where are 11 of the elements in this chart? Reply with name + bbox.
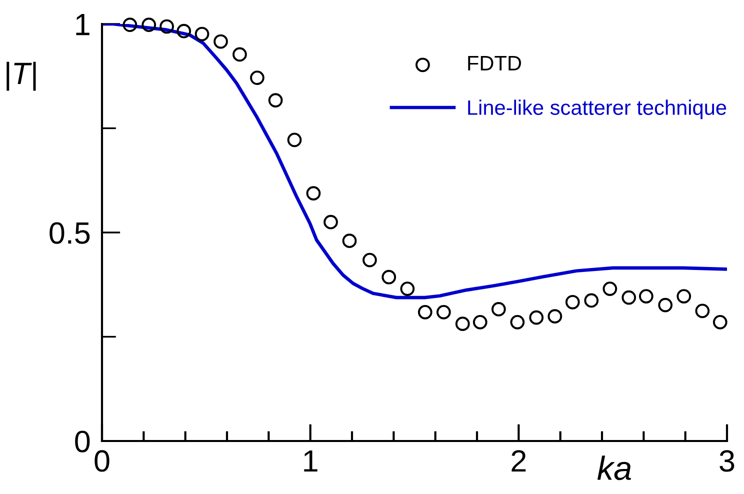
y-tick-label: 0 <box>75 430 90 452</box>
legend-label: FDTD <box>468 56 522 70</box>
x-tick-label: 1 <box>304 450 318 472</box>
y-tick-label: 0.5 <box>50 222 90 244</box>
legend-label: Line-like scatterer technique <box>468 100 726 120</box>
y-axis-title: |T| <box>6 62 36 91</box>
x-tick-label: 3 <box>720 450 734 472</box>
x-tick-label: 2 <box>512 450 526 472</box>
x-axis-title: ka <box>597 456 631 480</box>
y-tick-label: 1 <box>76 14 90 36</box>
x-tick-label: 0 <box>94 450 110 472</box>
